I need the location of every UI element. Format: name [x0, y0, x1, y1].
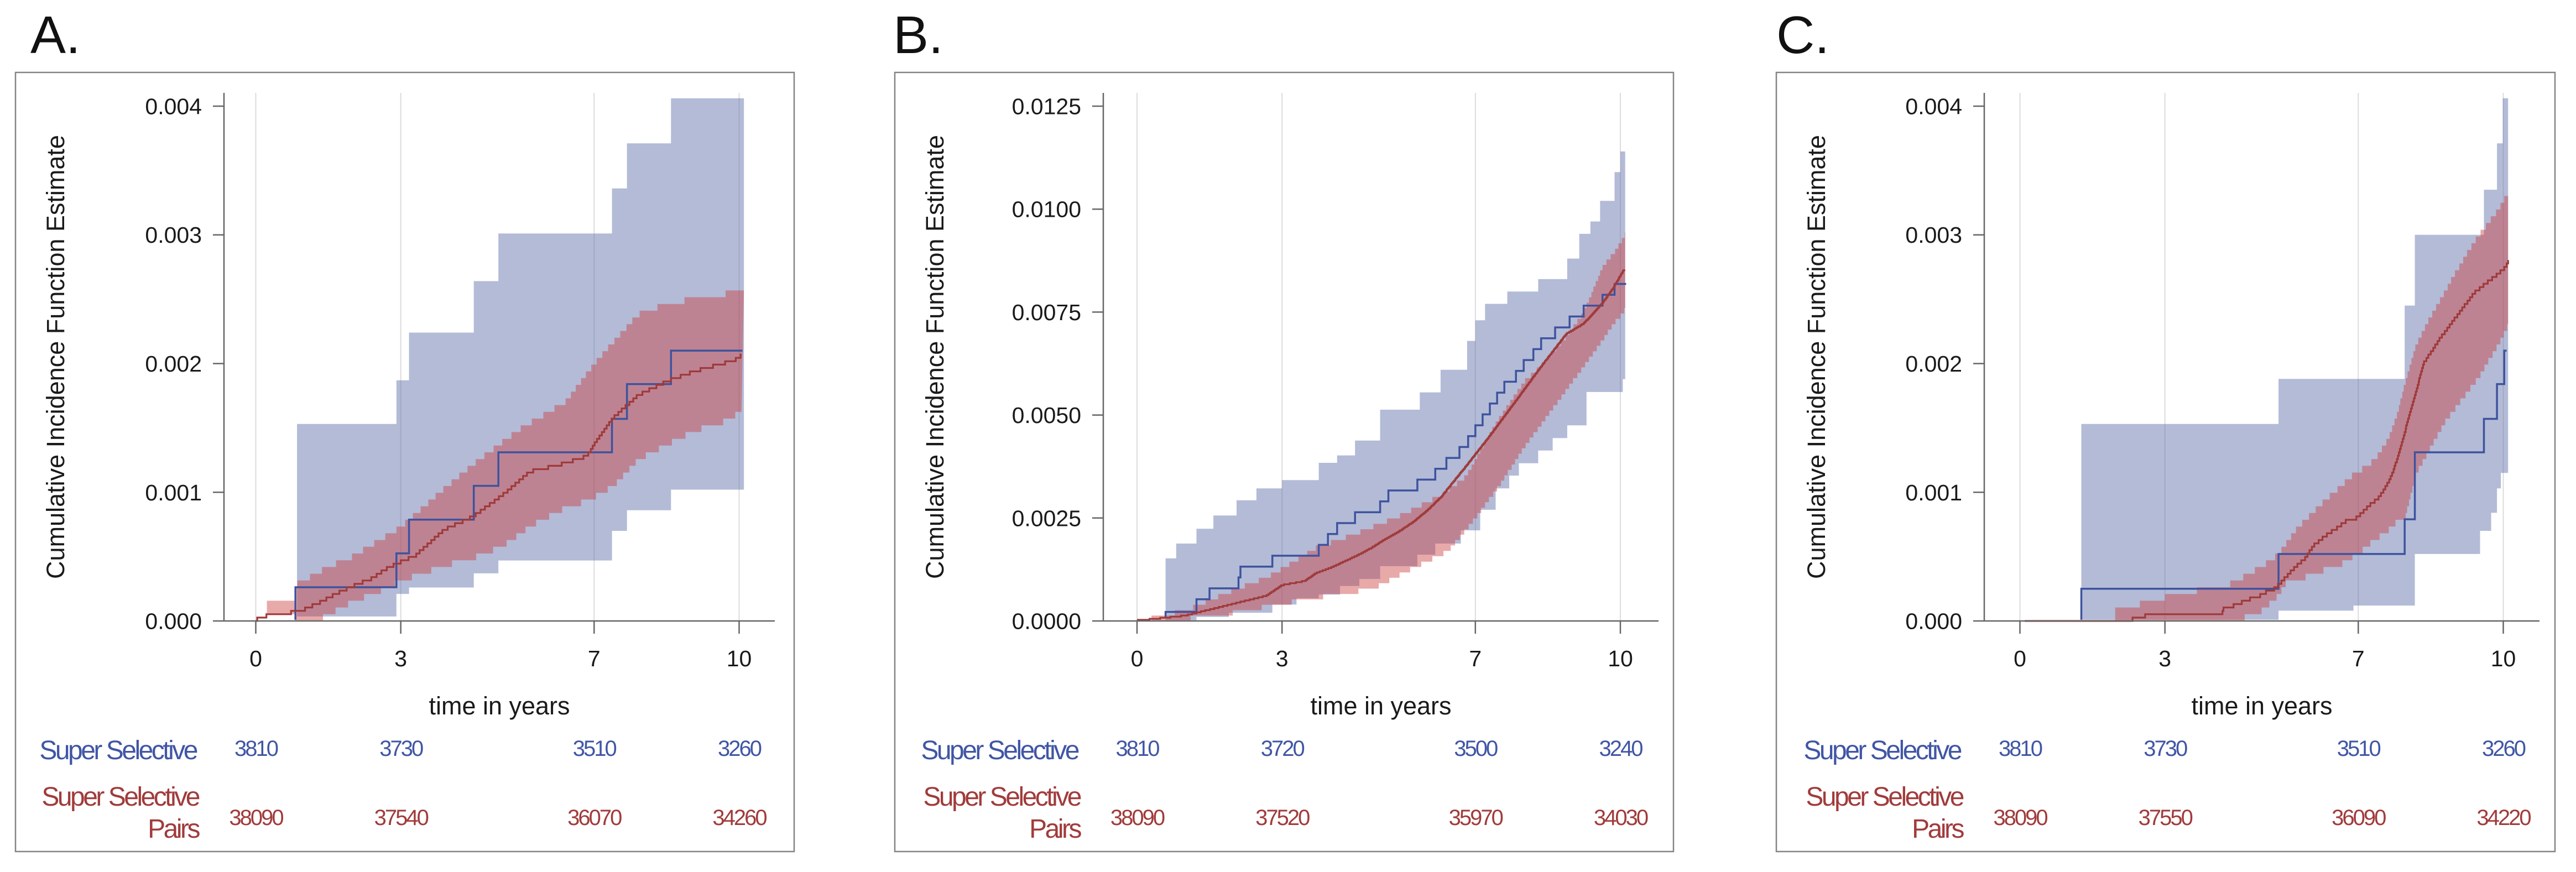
svg-text:C.: C. — [1776, 6, 1829, 65]
svg-text:7: 7 — [588, 646, 601, 671]
svg-text:Super Selective: Super Selective — [1806, 782, 1963, 812]
svg-text:Super Selective: Super Selective — [923, 782, 1081, 812]
svg-text:A.: A. — [30, 6, 81, 65]
svg-text:3810: 3810 — [234, 737, 278, 761]
svg-text:time in years: time in years — [429, 692, 570, 720]
svg-text:0.0100: 0.0100 — [1012, 197, 1081, 222]
svg-text:Super Selective: Super Selective — [39, 736, 197, 765]
svg-text:0.004: 0.004 — [145, 94, 202, 119]
svg-text:0.0125: 0.0125 — [1012, 94, 1081, 119]
svg-text:0.0000: 0.0000 — [1012, 609, 1081, 634]
svg-text:36070: 36070 — [567, 806, 622, 830]
svg-text:3: 3 — [2158, 646, 2171, 671]
svg-text:3260: 3260 — [718, 737, 762, 761]
svg-text:Super Selective: Super Selective — [41, 782, 199, 812]
svg-text:Pairs: Pairs — [1029, 814, 1081, 844]
svg-text:Cumulative Incidence Function: Cumulative Incidence Function Estimate — [41, 135, 70, 579]
svg-text:0.0075: 0.0075 — [1012, 300, 1081, 325]
svg-text:0.004: 0.004 — [1905, 94, 1962, 119]
svg-text:3510: 3510 — [573, 737, 617, 761]
svg-text:38090: 38090 — [229, 806, 283, 830]
svg-text:0: 0 — [249, 646, 262, 671]
svg-text:10: 10 — [727, 646, 752, 671]
svg-text:0.002: 0.002 — [1905, 351, 1962, 377]
svg-text:B.: B. — [893, 6, 943, 65]
svg-text:Pairs: Pairs — [1912, 814, 1964, 844]
svg-text:time in years: time in years — [1310, 692, 1451, 720]
svg-text:35970: 35970 — [1449, 806, 1503, 830]
svg-text:0.0025: 0.0025 — [1012, 505, 1081, 531]
svg-text:Super Selective: Super Selective — [1803, 736, 1961, 765]
svg-text:3730: 3730 — [2144, 737, 2187, 761]
svg-text:0.001: 0.001 — [145, 480, 202, 505]
svg-text:3810: 3810 — [1116, 737, 1160, 761]
svg-text:10: 10 — [1608, 646, 1633, 671]
svg-text:7: 7 — [2352, 646, 2365, 671]
svg-text:Cumulative Incidence Function: Cumulative Incidence Function Estimate — [921, 135, 949, 579]
svg-text:3240: 3240 — [1599, 737, 1643, 761]
svg-text:0.003: 0.003 — [1905, 222, 1962, 248]
svg-text:time in years: time in years — [2191, 692, 2332, 720]
svg-text:38090: 38090 — [1110, 806, 1165, 830]
svg-text:3260: 3260 — [2482, 737, 2526, 761]
svg-text:3510: 3510 — [2337, 737, 2381, 761]
svg-text:Super Selective: Super Selective — [921, 736, 1078, 765]
svg-text:34030: 34030 — [1594, 806, 1648, 830]
svg-text:3: 3 — [1276, 646, 1289, 671]
svg-text:0.001: 0.001 — [1905, 480, 1962, 505]
svg-text:3720: 3720 — [1261, 737, 1305, 761]
svg-text:Cumulative Incidence Function: Cumulative Incidence Function Estimate — [1802, 135, 1831, 579]
svg-text:0.002: 0.002 — [145, 351, 202, 377]
svg-text:7: 7 — [1469, 646, 1482, 671]
svg-text:37550: 37550 — [2139, 806, 2193, 830]
svg-text:3500: 3500 — [1454, 737, 1498, 761]
svg-text:10: 10 — [2491, 646, 2516, 671]
svg-text:38090: 38090 — [1993, 806, 2047, 830]
svg-text:Pairs: Pairs — [148, 814, 200, 844]
svg-text:0.000: 0.000 — [1905, 609, 1962, 634]
svg-text:3810: 3810 — [1999, 737, 2042, 761]
svg-text:37520: 37520 — [1255, 806, 1310, 830]
svg-text:0.003: 0.003 — [145, 222, 202, 248]
svg-text:34260: 34260 — [712, 806, 766, 830]
svg-text:34220: 34220 — [2476, 806, 2531, 830]
svg-text:3: 3 — [394, 646, 407, 671]
svg-text:0.000: 0.000 — [145, 609, 202, 634]
svg-text:0: 0 — [2014, 646, 2026, 671]
svg-text:0: 0 — [1131, 646, 1144, 671]
svg-text:36090: 36090 — [2332, 806, 2386, 830]
svg-text:37540: 37540 — [374, 806, 429, 830]
svg-text:0.0050: 0.0050 — [1012, 403, 1081, 428]
svg-text:3730: 3730 — [379, 737, 423, 761]
